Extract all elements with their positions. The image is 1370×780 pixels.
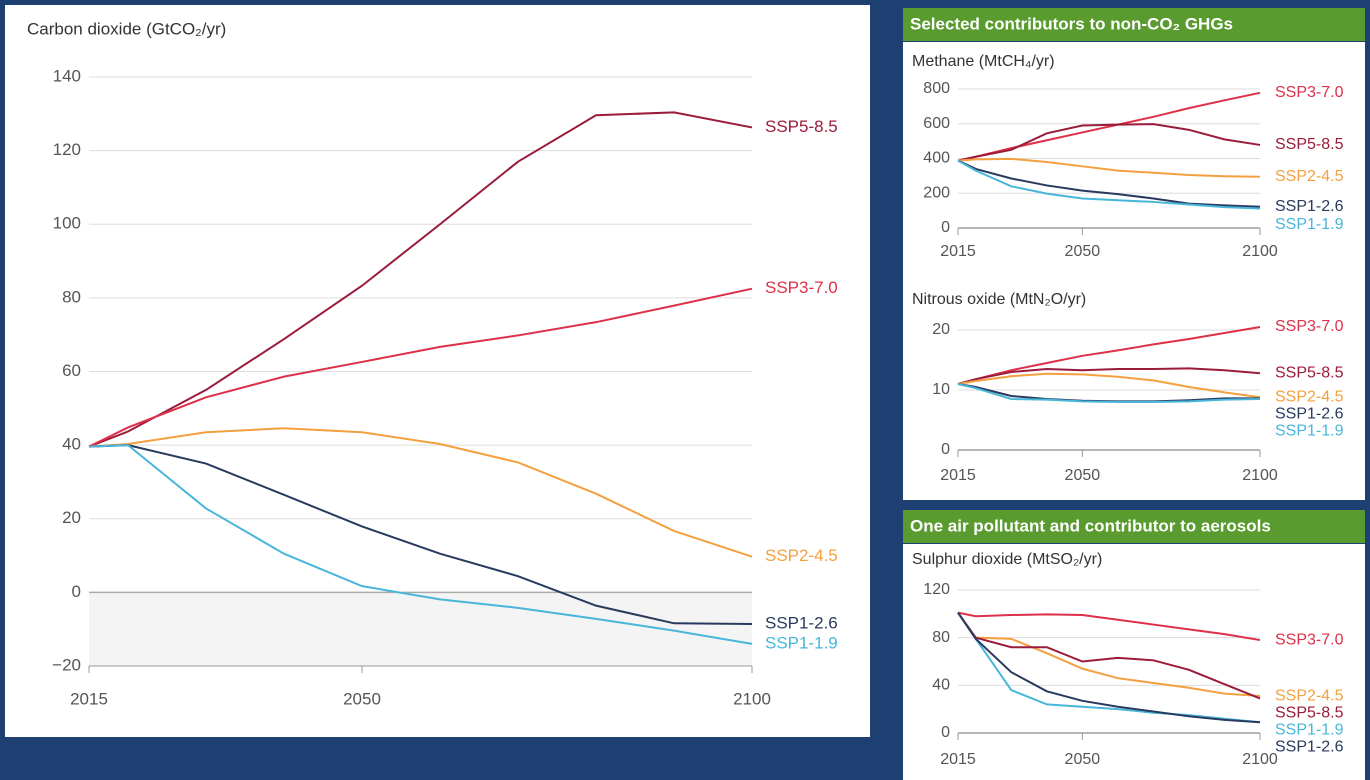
series-label: SSP2-4.5 xyxy=(765,546,838,565)
series-line xyxy=(957,159,1261,210)
series-line xyxy=(88,111,753,448)
series-line xyxy=(88,444,753,626)
series-line xyxy=(88,287,753,448)
y-tick-label: 120 xyxy=(923,581,950,598)
y-tick-label: 0 xyxy=(941,219,950,236)
chart-title: Sulphur dioxide (MtSO₂/yr) xyxy=(912,551,1102,568)
x-tick-label: 2015 xyxy=(940,751,976,768)
series-line xyxy=(957,612,1261,724)
y-tick-label: 800 xyxy=(923,80,950,97)
series-label: SSP1-2.6 xyxy=(765,614,838,633)
section-header: One air pollutant and contributor to aer… xyxy=(910,516,1271,535)
chart-title: Carbon dioxide (GtCO₂/yr) xyxy=(27,19,226,38)
series-label: SSP1-2.6 xyxy=(1275,738,1344,755)
series-label: SSP1-2.6 xyxy=(1275,405,1344,422)
series-label: SSP5-8.5 xyxy=(1275,704,1344,721)
chart-title: Methane (MtCH₄/yr) xyxy=(912,53,1055,70)
y-tick-label: 200 xyxy=(923,184,950,201)
series-label: SSP3-7.0 xyxy=(765,278,838,297)
series-line xyxy=(957,612,1261,700)
x-tick-label: 2050 xyxy=(1065,467,1101,484)
series-label: SSP3-7.0 xyxy=(1275,318,1344,335)
y-tick-label: 40 xyxy=(62,435,81,454)
series-line xyxy=(957,157,1261,178)
x-tick-label: 2050 xyxy=(343,689,381,708)
negative-zone xyxy=(89,592,752,666)
x-tick-label: 2050 xyxy=(1065,751,1101,768)
series-label: SSP2-4.5 xyxy=(1275,168,1344,185)
panel xyxy=(903,42,1365,500)
y-tick-label: 100 xyxy=(53,214,81,233)
series-label: SSP2-4.5 xyxy=(1275,687,1344,704)
series-label: SSP1-1.9 xyxy=(1275,216,1344,233)
series-line xyxy=(957,612,1261,724)
series-label: SSP5-8.5 xyxy=(1275,364,1344,381)
series-line xyxy=(88,427,753,558)
y-tick-label: 120 xyxy=(53,140,81,159)
x-tick-label: 2015 xyxy=(940,467,976,484)
y-tick-label: 80 xyxy=(932,629,950,646)
series-line xyxy=(88,444,753,645)
series-line xyxy=(957,372,1261,399)
series-label: SSP1-1.9 xyxy=(1275,721,1344,738)
series-label: SSP5-8.5 xyxy=(765,117,838,136)
series-label: SSP1-2.6 xyxy=(1275,198,1344,215)
series-line xyxy=(957,159,1261,208)
panel xyxy=(903,544,1365,780)
y-tick-label: 0 xyxy=(941,724,950,741)
series-label: SSP5-8.5 xyxy=(1275,136,1344,153)
y-tick-label: 0 xyxy=(941,441,950,458)
y-tick-label: −20 xyxy=(52,655,81,674)
series-line xyxy=(957,367,1261,385)
x-tick-label: 2100 xyxy=(1242,243,1278,260)
series-label: SSP2-4.5 xyxy=(1275,388,1344,405)
y-tick-label: 140 xyxy=(53,66,81,85)
y-tick-label: 0 xyxy=(72,582,81,601)
y-tick-label: 600 xyxy=(923,115,950,132)
series-label: SSP1-1.9 xyxy=(1275,422,1344,439)
y-tick-label: 80 xyxy=(62,287,81,306)
x-tick-label: 2050 xyxy=(1065,243,1101,260)
series-label: SSP3-7.0 xyxy=(1275,84,1344,101)
y-tick-label: 20 xyxy=(62,508,81,527)
y-tick-label: 40 xyxy=(932,677,950,694)
y-tick-label: 10 xyxy=(932,381,950,398)
y-tick-label: 400 xyxy=(923,150,950,167)
x-tick-label: 2100 xyxy=(1242,751,1278,768)
section-header-bg xyxy=(903,8,1365,41)
series-label: SSP3-7.0 xyxy=(1275,631,1344,648)
series-line xyxy=(957,383,1261,403)
series-label: SSP1-1.9 xyxy=(765,634,838,653)
x-tick-label: 2100 xyxy=(733,689,771,708)
y-tick-label: 20 xyxy=(932,321,950,338)
y-tick-label: 60 xyxy=(62,361,81,380)
series-line xyxy=(957,612,1261,698)
section-header-bg xyxy=(903,510,1365,543)
x-tick-label: 2015 xyxy=(940,243,976,260)
series-line xyxy=(957,611,1261,642)
section-header: Selected contributors to non-CO₂ GHGs xyxy=(910,14,1233,33)
x-tick-label: 2100 xyxy=(1242,467,1278,484)
series-line xyxy=(957,123,1261,162)
chart-title: Nitrous oxide (MtN₂O/yr) xyxy=(912,291,1086,308)
x-tick-label: 2015 xyxy=(70,689,108,708)
